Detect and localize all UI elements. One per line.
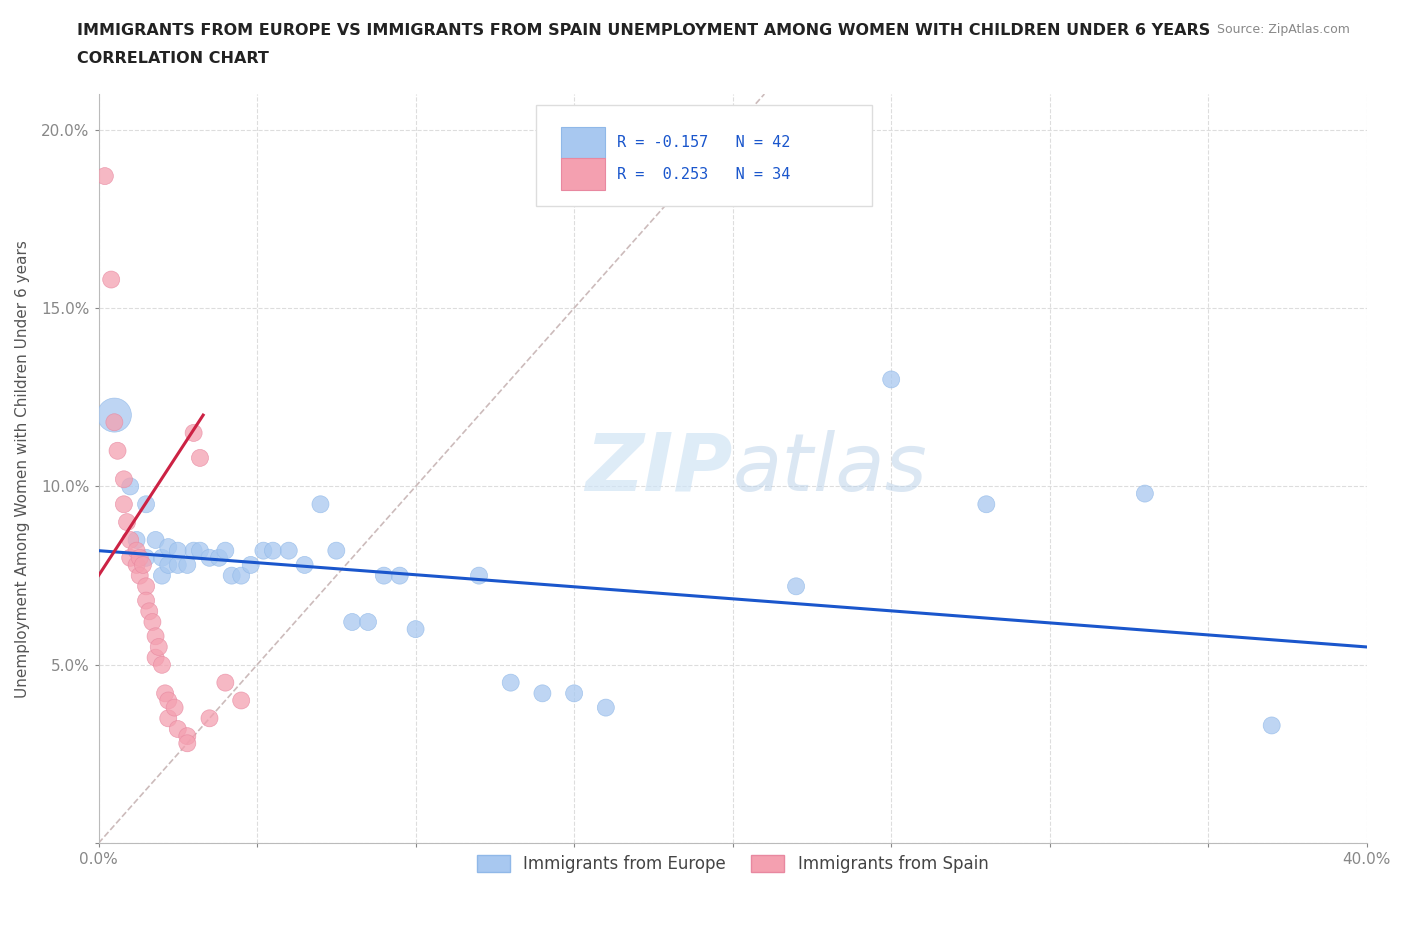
Point [138, 604, 160, 618]
Text: atlas: atlas [733, 430, 928, 508]
Point [112, 497, 135, 512]
Text: ZIP: ZIP [585, 430, 733, 508]
Point [157, 693, 180, 708]
Point [128, 551, 150, 565]
Point [112, 472, 135, 486]
Point [357, 615, 380, 630]
Point [145, 533, 167, 548]
Point [468, 568, 491, 583]
Point [1260, 718, 1282, 733]
Point [388, 568, 411, 583]
Point [141, 615, 163, 630]
Point [125, 543, 148, 558]
Point [595, 700, 617, 715]
Point [125, 557, 148, 572]
Point [531, 686, 554, 701]
FancyBboxPatch shape [536, 105, 872, 206]
Point [294, 557, 316, 572]
Point [148, 640, 170, 655]
Point [309, 497, 332, 512]
Point [1133, 486, 1156, 501]
Text: R =  0.253   N = 34: R = 0.253 N = 34 [617, 166, 790, 181]
Text: Source: ZipAtlas.com: Source: ZipAtlas.com [1216, 23, 1350, 36]
Point [499, 675, 522, 690]
Point [120, 533, 142, 548]
Legend: Immigrants from Europe, Immigrants from Spain: Immigrants from Europe, Immigrants from … [470, 848, 995, 880]
Point [94, 168, 117, 183]
Point [373, 568, 395, 583]
Point [325, 543, 347, 558]
Point [262, 543, 284, 558]
Point [252, 543, 274, 558]
Point [103, 407, 125, 422]
FancyBboxPatch shape [561, 158, 605, 190]
Point [785, 578, 807, 593]
Point [150, 551, 173, 565]
Point [340, 615, 363, 630]
Point [208, 551, 231, 565]
Point [183, 426, 205, 441]
Point [100, 272, 122, 287]
Point [157, 557, 180, 572]
Text: CORRELATION CHART: CORRELATION CHART [77, 51, 269, 66]
Text: IMMIGRANTS FROM EUROPE VS IMMIGRANTS FROM SPAIN UNEMPLOYMENT AMONG WOMEN WITH CH: IMMIGRANTS FROM EUROPE VS IMMIGRANTS FRO… [77, 23, 1211, 38]
Point [145, 650, 167, 665]
Text: R = -0.157   N = 42: R = -0.157 N = 42 [617, 135, 790, 151]
Point [214, 675, 236, 690]
Point [135, 578, 157, 593]
Point [188, 543, 211, 558]
Point [277, 543, 299, 558]
Point [163, 700, 186, 715]
Y-axis label: Unemployment Among Women with Children Under 6 years: Unemployment Among Women with Children U… [15, 240, 30, 698]
Point [239, 557, 262, 572]
Point [176, 557, 198, 572]
Point [214, 543, 236, 558]
Point [115, 514, 138, 529]
Point [125, 533, 148, 548]
Point [176, 736, 198, 751]
Point [157, 711, 180, 725]
Point [183, 543, 205, 558]
Point [150, 658, 173, 672]
Point [198, 711, 221, 725]
Point [221, 568, 243, 583]
Point [231, 568, 253, 583]
Point [157, 539, 180, 554]
Point [135, 593, 157, 608]
Point [176, 729, 198, 744]
Point [188, 450, 211, 465]
Point [145, 629, 167, 644]
Point [405, 621, 427, 636]
Point [107, 444, 129, 458]
Point [120, 551, 142, 565]
FancyBboxPatch shape [561, 127, 605, 158]
Point [153, 686, 176, 701]
Point [166, 557, 188, 572]
Point [120, 479, 142, 494]
Point [128, 568, 150, 583]
Point [976, 497, 998, 512]
Point [132, 557, 155, 572]
Point [135, 497, 157, 512]
Point [150, 568, 173, 583]
Point [562, 686, 585, 701]
Point [166, 543, 188, 558]
Point [880, 372, 903, 387]
Point [231, 693, 253, 708]
Point [135, 551, 157, 565]
Point [166, 722, 188, 737]
Point [103, 415, 125, 430]
Point [198, 551, 221, 565]
